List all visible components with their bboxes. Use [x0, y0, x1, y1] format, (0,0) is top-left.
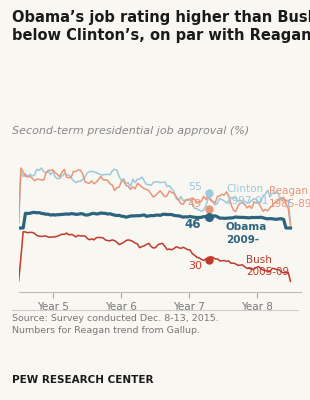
Text: 49: 49: [188, 198, 202, 208]
Text: Source: Survey conducted Dec. 8-13, 2015.
Numbers for Reagan trend from Gallup.: Source: Survey conducted Dec. 8-13, 2015…: [12, 314, 219, 335]
Text: Bush
2005-09: Bush 2005-09: [246, 255, 290, 277]
Text: Obama’s job rating higher than Bush’s,
below Clinton’s, on par with Reagan’s: Obama’s job rating higher than Bush’s, b…: [12, 10, 310, 43]
Text: 30: 30: [188, 261, 202, 271]
Text: 46: 46: [184, 218, 201, 231]
Text: Reagan
1985-89: Reagan 1985-89: [269, 186, 310, 208]
Text: Obama
2009-: Obama 2009-: [226, 222, 267, 244]
Text: 55: 55: [188, 182, 202, 192]
Text: Clinton
1997-01: Clinton 1997-01: [226, 184, 269, 206]
Text: PEW RESEARCH CENTER: PEW RESEARCH CENTER: [12, 375, 154, 385]
Text: Second-term presidential job approval (%): Second-term presidential job approval (%…: [12, 126, 250, 136]
